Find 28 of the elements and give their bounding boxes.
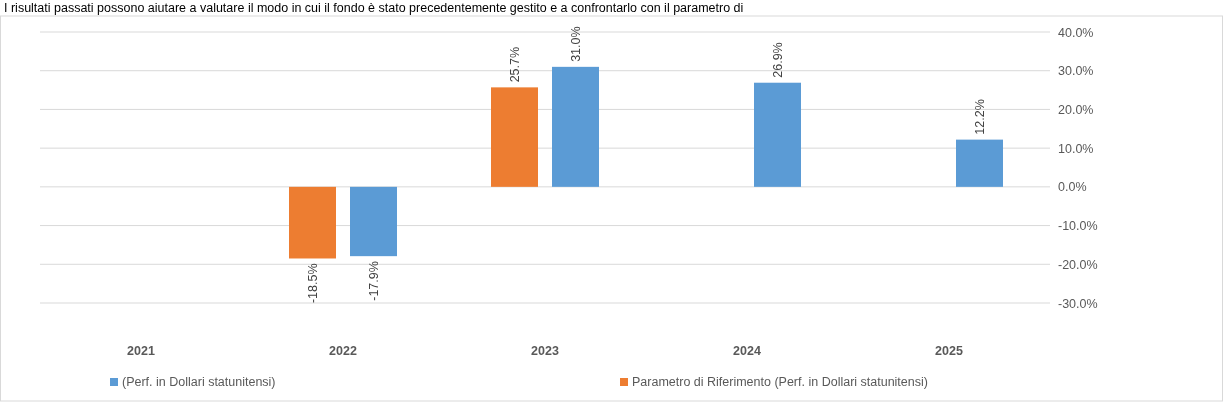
- bar: [491, 87, 538, 187]
- legend-label: (Perf. in Dollari statunitensi): [122, 375, 276, 389]
- y-tick-label: 30.0%: [1058, 64, 1094, 79]
- bar: [956, 139, 1003, 187]
- data-label: -18.5%: [305, 263, 320, 304]
- legend-label: Parametro di Riferimento (Perf. in Dollari statunitensi): [632, 375, 928, 389]
- y-tick-label: 40.0%: [1058, 25, 1094, 40]
- bar: [289, 186, 336, 259]
- chart-title: I risultati passati possono aiutare a valutare il modo in cui il fondo è stato precedentemente gestito e a confrontarlo con il parametro di: [4, 1, 744, 15]
- data-label: 26.9%: [770, 42, 785, 78]
- y-tick-label: -10.0%: [1058, 219, 1098, 234]
- data-label: -17.9%: [366, 261, 381, 301]
- y-tick-label: -20.0%: [1058, 257, 1098, 272]
- y-tick-label: -30.0%: [1058, 296, 1098, 311]
- y-tick-label: 0.0%: [1058, 180, 1087, 195]
- bar: [754, 82, 801, 187]
- bar: [552, 66, 599, 187]
- x-tick-label: 2022: [329, 343, 357, 358]
- data-label: 25.7%: [507, 46, 522, 83]
- data-label: 31.0%: [568, 26, 583, 62]
- bar: [350, 186, 397, 257]
- y-tick-label: 10.0%: [1058, 141, 1094, 156]
- x-tick-label: 2024: [733, 343, 761, 358]
- data-label: 12.2%: [972, 99, 987, 135]
- x-tick-label: 2023: [531, 343, 559, 358]
- x-tick-label: 2025: [935, 343, 963, 358]
- y-tick-label: 20.0%: [1058, 102, 1094, 117]
- x-tick-label: 2021: [127, 343, 155, 358]
